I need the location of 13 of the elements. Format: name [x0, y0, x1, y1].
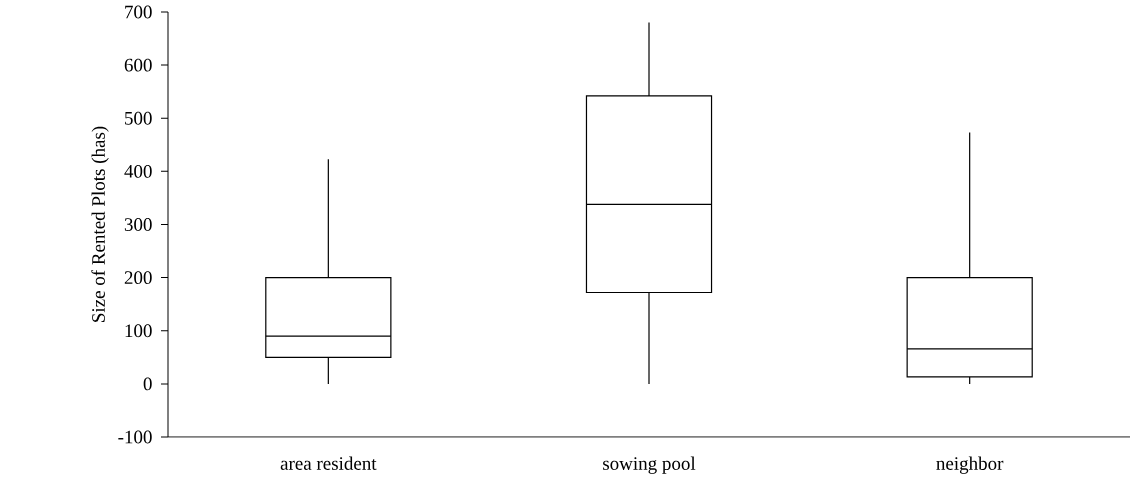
x-tick-label: area resident [280, 456, 377, 470]
y-tick-label: 600 [124, 58, 152, 72]
y-tick-label: 700 [125, 5, 152, 19]
y-tick-label: 500 [125, 111, 152, 125]
x-tick-label: sowing pool [603, 456, 696, 474]
y-tick-label: -100 [118, 430, 152, 444]
x-tick-label: neighbor [936, 456, 1004, 474]
y-tick-label: 0 [143, 377, 152, 391]
y-tick-label: 100 [125, 324, 152, 338]
y-axis-title: Size of Rented Plots (has) [91, 126, 109, 322]
y-tick-label: 400 [124, 164, 152, 178]
y-tick-label: 200 [124, 271, 152, 285]
y-tick-label: 300 [124, 218, 152, 231]
